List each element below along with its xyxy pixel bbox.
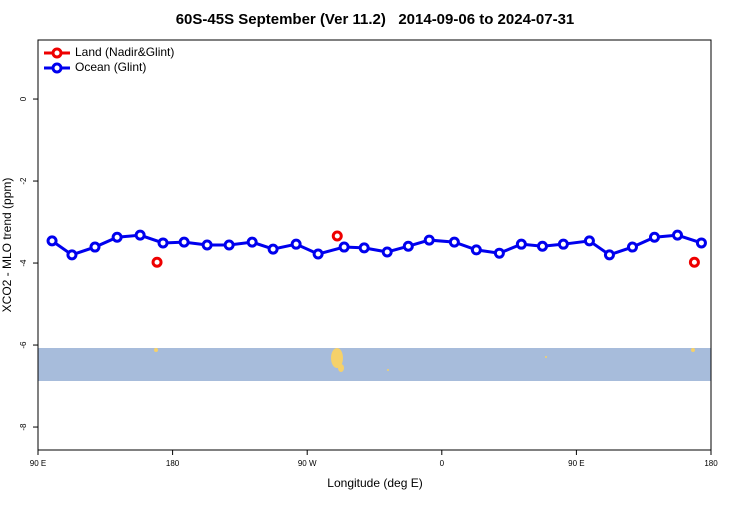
data-point <box>111 231 123 243</box>
data-point <box>648 231 660 243</box>
y-tick-label: -6 <box>19 341 28 349</box>
y-tick-label: -8 <box>19 423 28 431</box>
x-tick-label: 0 <box>440 459 445 468</box>
map-land <box>154 348 695 372</box>
data-point <box>290 238 302 250</box>
data-point <box>688 256 700 268</box>
y-tick-label: -4 <box>19 259 28 267</box>
data-point <box>46 235 58 247</box>
data-point <box>151 256 163 268</box>
x-tick-label: 180 <box>704 459 718 468</box>
plot-frame <box>37 39 712 451</box>
data-point <box>223 239 235 251</box>
x-tick-label: 90 E <box>30 459 46 468</box>
map-ocean-band <box>38 348 711 381</box>
data-point <box>603 249 615 261</box>
chart-title: 60S-45S September (Ver 11.2) 2014-09-06 … <box>176 11 575 28</box>
data-point <box>695 237 707 249</box>
legend-marker <box>51 62 63 74</box>
data-point <box>381 246 393 258</box>
data-point <box>493 247 505 259</box>
data-point <box>448 236 460 248</box>
y-axis-label: XCO2 - MLO trend (ppm) <box>0 178 14 313</box>
data-point <box>246 236 258 248</box>
x-axis-label: Longitude (deg E) <box>327 476 422 490</box>
data-point <box>423 234 435 246</box>
data-point <box>134 229 146 241</box>
data-point <box>331 230 343 242</box>
data-point <box>201 239 213 251</box>
legend-label: Ocean (Glint) <box>75 60 146 74</box>
data-point <box>557 238 569 250</box>
data-line <box>51 233 702 257</box>
data-point <box>66 249 78 261</box>
data-point <box>312 248 324 260</box>
data-point <box>89 241 101 253</box>
data-point <box>671 229 683 241</box>
data-point <box>536 240 548 252</box>
x-tick-label: 180 <box>166 459 180 468</box>
data-point <box>267 243 279 255</box>
x-tick-label: 90 W <box>298 459 317 468</box>
legend-marker <box>51 47 63 59</box>
data-point <box>157 237 169 249</box>
data-point <box>358 242 370 254</box>
data-point <box>402 240 414 252</box>
data-point <box>626 241 638 253</box>
data-point <box>470 244 482 256</box>
data-point <box>338 241 350 253</box>
data-point <box>515 238 527 250</box>
data-point <box>178 236 190 248</box>
y-tick-label: -2 <box>19 177 28 185</box>
y-tick-label: 0 <box>19 96 28 101</box>
legend-label: Land (Nadir&Glint) <box>75 45 174 59</box>
data-point <box>583 235 595 247</box>
x-tick-label: 90 E <box>568 459 584 468</box>
